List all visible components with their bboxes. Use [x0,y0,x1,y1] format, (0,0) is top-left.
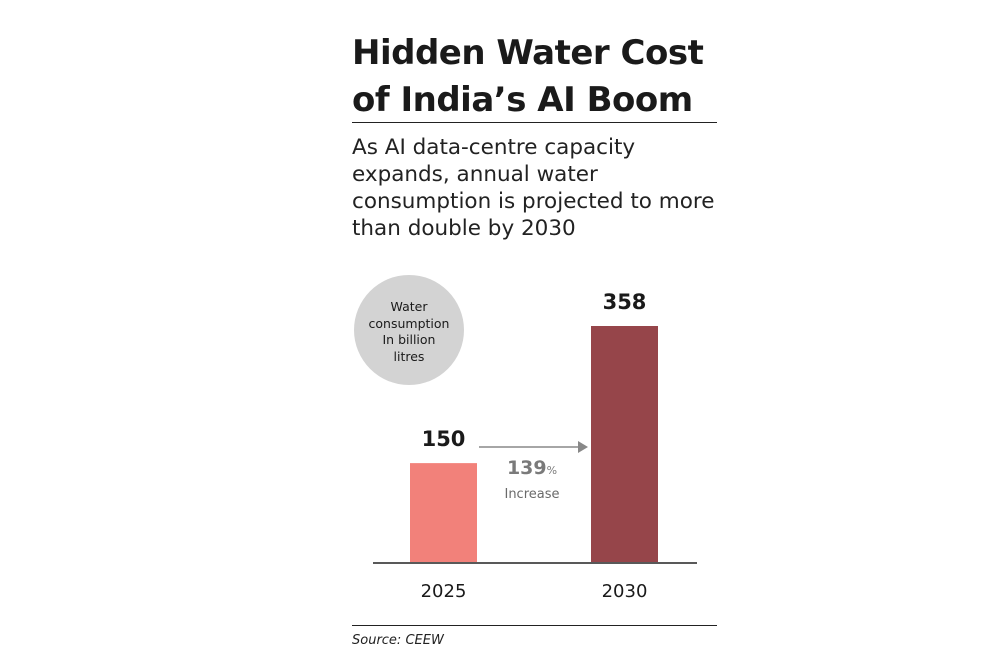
title-divider [352,122,717,123]
value-label-2025: 150 [422,427,466,451]
increase-number: 139 [507,457,547,479]
value-label-2030: 358 [603,290,647,314]
bar-2030 [591,326,658,562]
unit-badge-line-4: litres [394,349,425,364]
bar-2025 [410,463,477,562]
source-divider [352,625,717,626]
category-label-2030: 2030 [602,581,648,602]
unit-badge-line-2: consumption [369,316,450,331]
chart-subtitle: As AI data-centre capacity expands, annu… [352,135,715,241]
increase-value: 139% [507,457,557,479]
increase-unit: % [547,464,557,477]
arrow-head [578,441,588,453]
unit-badge-line-3: In billion [383,332,436,347]
category-label-2025: 2025 [421,581,467,602]
unit-badge-circle [354,275,464,385]
title-line-1: Hidden Water Cost [352,33,704,73]
source-note: Source: CEEW [352,633,444,648]
increase-arrow [479,441,588,453]
increase-label: Increase [504,487,559,502]
unit-badge-line-1: Water [391,299,429,314]
chart-title: Hidden Water Cost of India’s AI Boom [352,30,732,124]
unit-badge: Water consumption In billion litres [354,275,464,385]
title-line-2: of India’s AI Boom [352,80,693,120]
